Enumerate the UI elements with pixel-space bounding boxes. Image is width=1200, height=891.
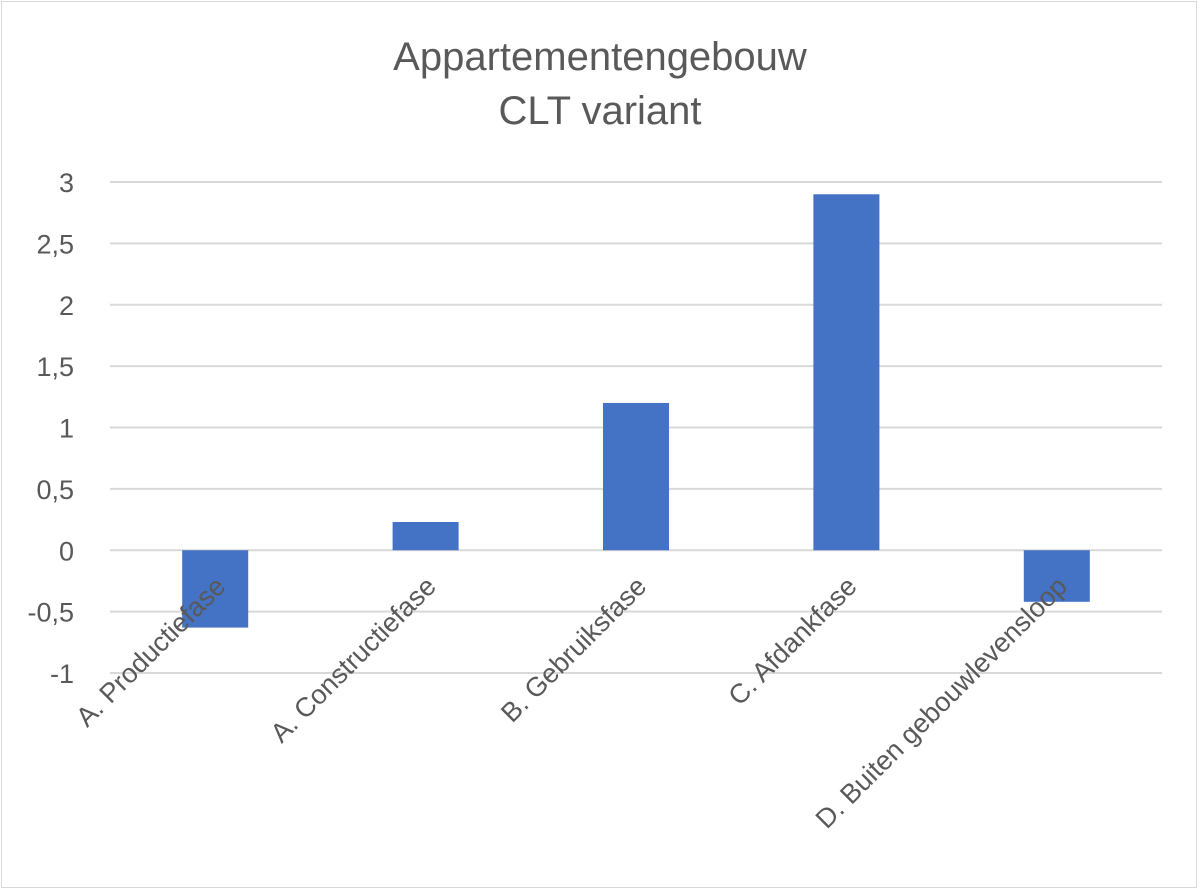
category-label: A. Productiefase	[70, 571, 231, 732]
category-label: B. Gebruiksfase	[495, 571, 652, 728]
category-label: D. Buiten gebouwlevensloop	[810, 571, 1073, 834]
bar	[182, 550, 249, 628]
y-tick-label: 3	[59, 168, 74, 198]
y-tick-label: 1,5	[36, 352, 74, 382]
bars	[182, 194, 1090, 628]
y-tick-label: 1	[59, 414, 74, 444]
y-axis-ticks: 3 2,5 2 1,5 1 0,5 0 -0,5 -1	[27, 168, 74, 689]
y-tick-label: 0,5	[36, 475, 74, 505]
y-tick-label: 0	[59, 536, 74, 566]
bar	[813, 194, 880, 551]
chart-title: Appartementengebouw CLT variant	[0, 30, 1200, 138]
bar	[603, 402, 669, 551]
y-tick-label: -1	[50, 659, 74, 689]
y-tick-label: 2	[59, 291, 74, 321]
chart-title-line-1: Appartementengebouw	[393, 35, 807, 79]
y-tick-label: 2,5	[36, 229, 74, 259]
chart-title-line-2: CLT variant	[498, 89, 702, 133]
category-label: A. Constructiefase	[265, 571, 442, 748]
category-label: C. Afdankfase	[723, 571, 863, 711]
bar	[392, 522, 459, 551]
bar	[1023, 550, 1090, 602]
y-tick-label: -0,5	[27, 598, 74, 628]
